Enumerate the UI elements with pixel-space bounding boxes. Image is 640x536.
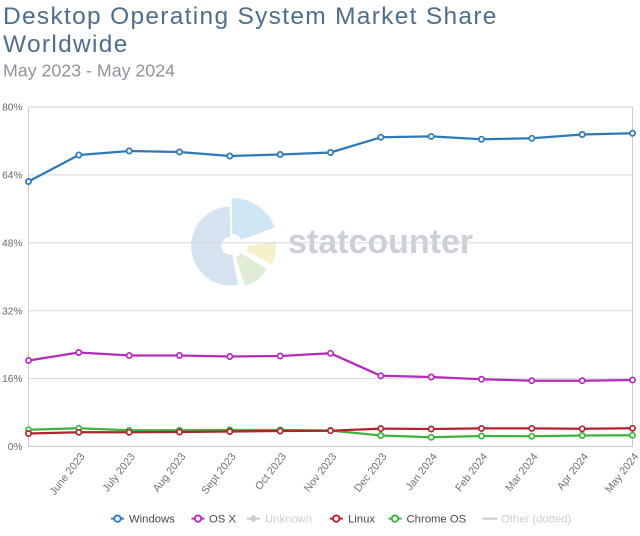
- svg-text:80%: 80%: [2, 103, 22, 114]
- svg-text:Other (dotted): Other (dotted): [501, 514, 572, 526]
- svg-text:Linux: Linux: [348, 514, 375, 526]
- svg-text:32%: 32%: [2, 306, 22, 317]
- svg-text:May 2023 - May 2024: May 2023 - May 2024: [3, 61, 175, 81]
- svg-text:statcounter: statcounter: [288, 223, 473, 261]
- svg-text:16%: 16%: [2, 374, 22, 385]
- svg-text:Unknown: Unknown: [265, 514, 312, 526]
- svg-text:Desktop Operating System Marke: Desktop Operating System Market Share: [3, 3, 498, 30]
- svg-text:Chrome OS: Chrome OS: [407, 514, 467, 526]
- svg-text:0%: 0%: [8, 442, 23, 453]
- svg-text:48%: 48%: [2, 238, 22, 249]
- svg-text:Windows: Windows: [129, 514, 175, 526]
- svg-text:64%: 64%: [2, 171, 22, 182]
- svg-text:Worldwide: Worldwide: [3, 31, 129, 58]
- svg-text:OS X: OS X: [209, 514, 236, 526]
